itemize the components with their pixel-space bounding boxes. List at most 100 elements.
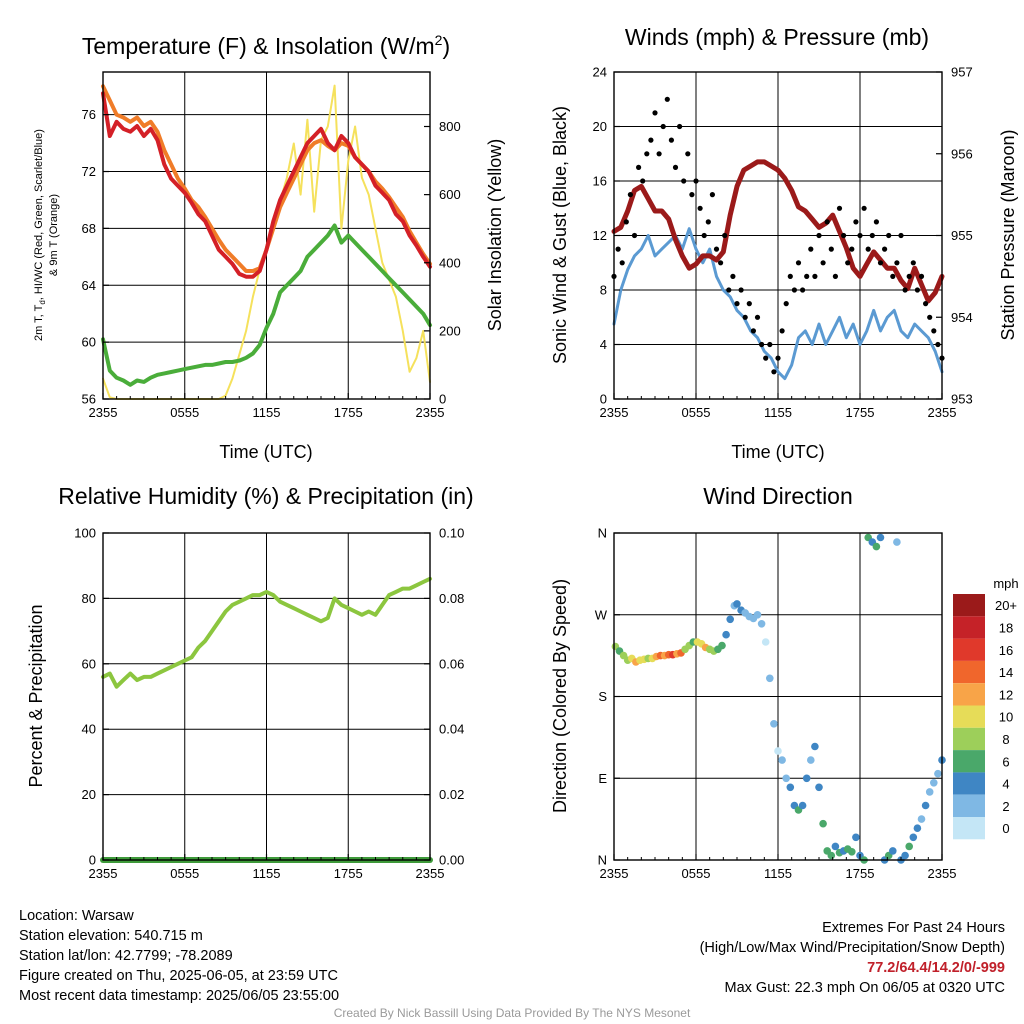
extremes-title: Extremes For Past 24 Hours: [822, 920, 1005, 936]
wdir-point: [909, 833, 918, 842]
colorbar-unit-label: mph: [993, 576, 1018, 591]
temp-title: Temperature (F) & Insolation (W/m2): [82, 32, 450, 59]
gust-point: [836, 205, 843, 211]
gust-point: [898, 232, 904, 239]
gust-point: [865, 246, 871, 252]
temp-x-tick-label: 2355: [416, 405, 445, 420]
gust-point: [652, 110, 658, 116]
rh-right-tick-label: 0.00: [439, 853, 464, 868]
gust-point: [722, 232, 728, 239]
extremes-values: 77.2/64.4/14.2/0/-999: [867, 960, 1005, 976]
gust-point: [931, 328, 937, 334]
rh-left-tick-label: 0: [89, 853, 96, 868]
wdir-x-tick-label: 0555: [682, 866, 711, 881]
gust-point: [841, 232, 847, 239]
temp-2m-line: [101, 91, 432, 279]
panel-humidity: Relative Humidity (%) & Precipitation (i…: [26, 483, 474, 881]
rh-right-tick-label: 0.10: [439, 526, 464, 541]
wdir-series: [611, 533, 946, 864]
gust-point: [738, 287, 744, 293]
wdir-point: [901, 851, 909, 860]
gust-point: [914, 287, 921, 293]
temp-right-tick-label: 400: [439, 255, 461, 270]
wdir-y-ticks: N E S W N: [595, 526, 620, 868]
gust-point: [697, 205, 703, 211]
colorbar-swatch: [953, 660, 985, 684]
gust-point: [627, 192, 634, 198]
gust-point: [902, 287, 908, 293]
wdir-point: [905, 842, 913, 851]
rh-left-tick-label: 20: [82, 787, 96, 802]
wdir-x-ticks: 2355 0555 1155 1755 2355: [600, 854, 956, 881]
rh-left-tick-label: 100: [74, 526, 96, 541]
gust-point: [705, 219, 711, 225]
rh-left-tick-label: 40: [82, 722, 96, 737]
colorbar-swatch: [953, 772, 985, 795]
gust-point: [734, 301, 740, 307]
temp-x-label: Time (UTC): [219, 442, 312, 462]
colorbar-level-label: 14: [999, 665, 1013, 680]
wdir-point: [921, 801, 930, 810]
wdir-left-tick-label: N: [598, 853, 607, 868]
colorbar-swatch: [953, 616, 985, 639]
gust-point: [730, 273, 736, 279]
gust-point: [927, 314, 933, 320]
gust-point: [918, 273, 925, 279]
wdir-point: [815, 783, 823, 792]
station-elevation: Station elevation: 540.715 m: [19, 928, 203, 944]
wdir-point: [774, 747, 782, 755]
wind-left-tick-label: 4: [600, 337, 607, 352]
gust-point: [681, 178, 687, 184]
wdir-point: [917, 815, 926, 823]
colorbar-swatch: [953, 638, 985, 661]
gust-point: [767, 341, 773, 348]
gust-point: [623, 219, 629, 225]
gust-point: [742, 314, 748, 320]
gust-point: [672, 164, 679, 170]
temp-y-label-line2: & 9m T (Orange): [48, 194, 60, 276]
rh-line: [101, 576, 432, 689]
colorbar-swatch: [953, 705, 985, 728]
gust-point: [882, 246, 888, 252]
wdir-point: [802, 774, 811, 783]
gust-point: [664, 96, 670, 102]
wdir-point: [766, 674, 774, 683]
gust-point: [636, 164, 642, 170]
figure-created: Figure created on Thu, 2025-06-05, at 23…: [19, 968, 338, 984]
wdir-point: [893, 538, 901, 546]
colorbar-swatch: [953, 727, 985, 751]
temp-y-label-line1: 2m T, Td, HI/WC (Red, Green, Scarlet/Blu…: [33, 129, 47, 341]
gust-point: [759, 341, 765, 348]
rh-right-tick-label: 0.06: [439, 656, 464, 671]
wdir-grid: [614, 533, 942, 860]
gust-point: [648, 137, 654, 143]
gust-point: [923, 301, 929, 307]
gust-point: [685, 151, 691, 157]
dewpoint-line: [101, 223, 432, 387]
wind-left-tick-label: 8: [600, 283, 607, 298]
wdir-point: [718, 641, 726, 650]
wdir-point: [798, 801, 807, 810]
wdir-point: [811, 742, 819, 751]
station-latlon: Station lat/lon: 42.7799; -78.2089: [19, 948, 233, 964]
wdir-x-tick-label: 2355: [600, 866, 629, 881]
rh-x-tick-label: 0555: [170, 866, 199, 881]
wdir-point: [848, 848, 856, 856]
gust-point: [935, 341, 941, 348]
gust-point: [861, 205, 867, 211]
wdir-point: [786, 783, 795, 792]
temp-y2-label: Solar Insolation (Yellow): [485, 139, 505, 331]
wdir-point: [934, 769, 942, 778]
gust-point: [820, 260, 826, 266]
rh-x-tick-label: 1755: [334, 866, 363, 881]
wind-y2-label: Station Pressure (Maroon): [998, 129, 1018, 340]
gust-point: [660, 123, 666, 130]
rh-y-ticks: 0 20 40 60 80 100: [74, 526, 109, 868]
gust-point: [877, 260, 884, 266]
wdir-point: [819, 819, 827, 828]
gust-point: [763, 355, 769, 361]
gust-point: [804, 273, 810, 279]
temp-x-tick-label: 0555: [170, 405, 199, 420]
gust-point: [615, 246, 621, 252]
temp-left-tick-label: 76: [82, 107, 96, 122]
